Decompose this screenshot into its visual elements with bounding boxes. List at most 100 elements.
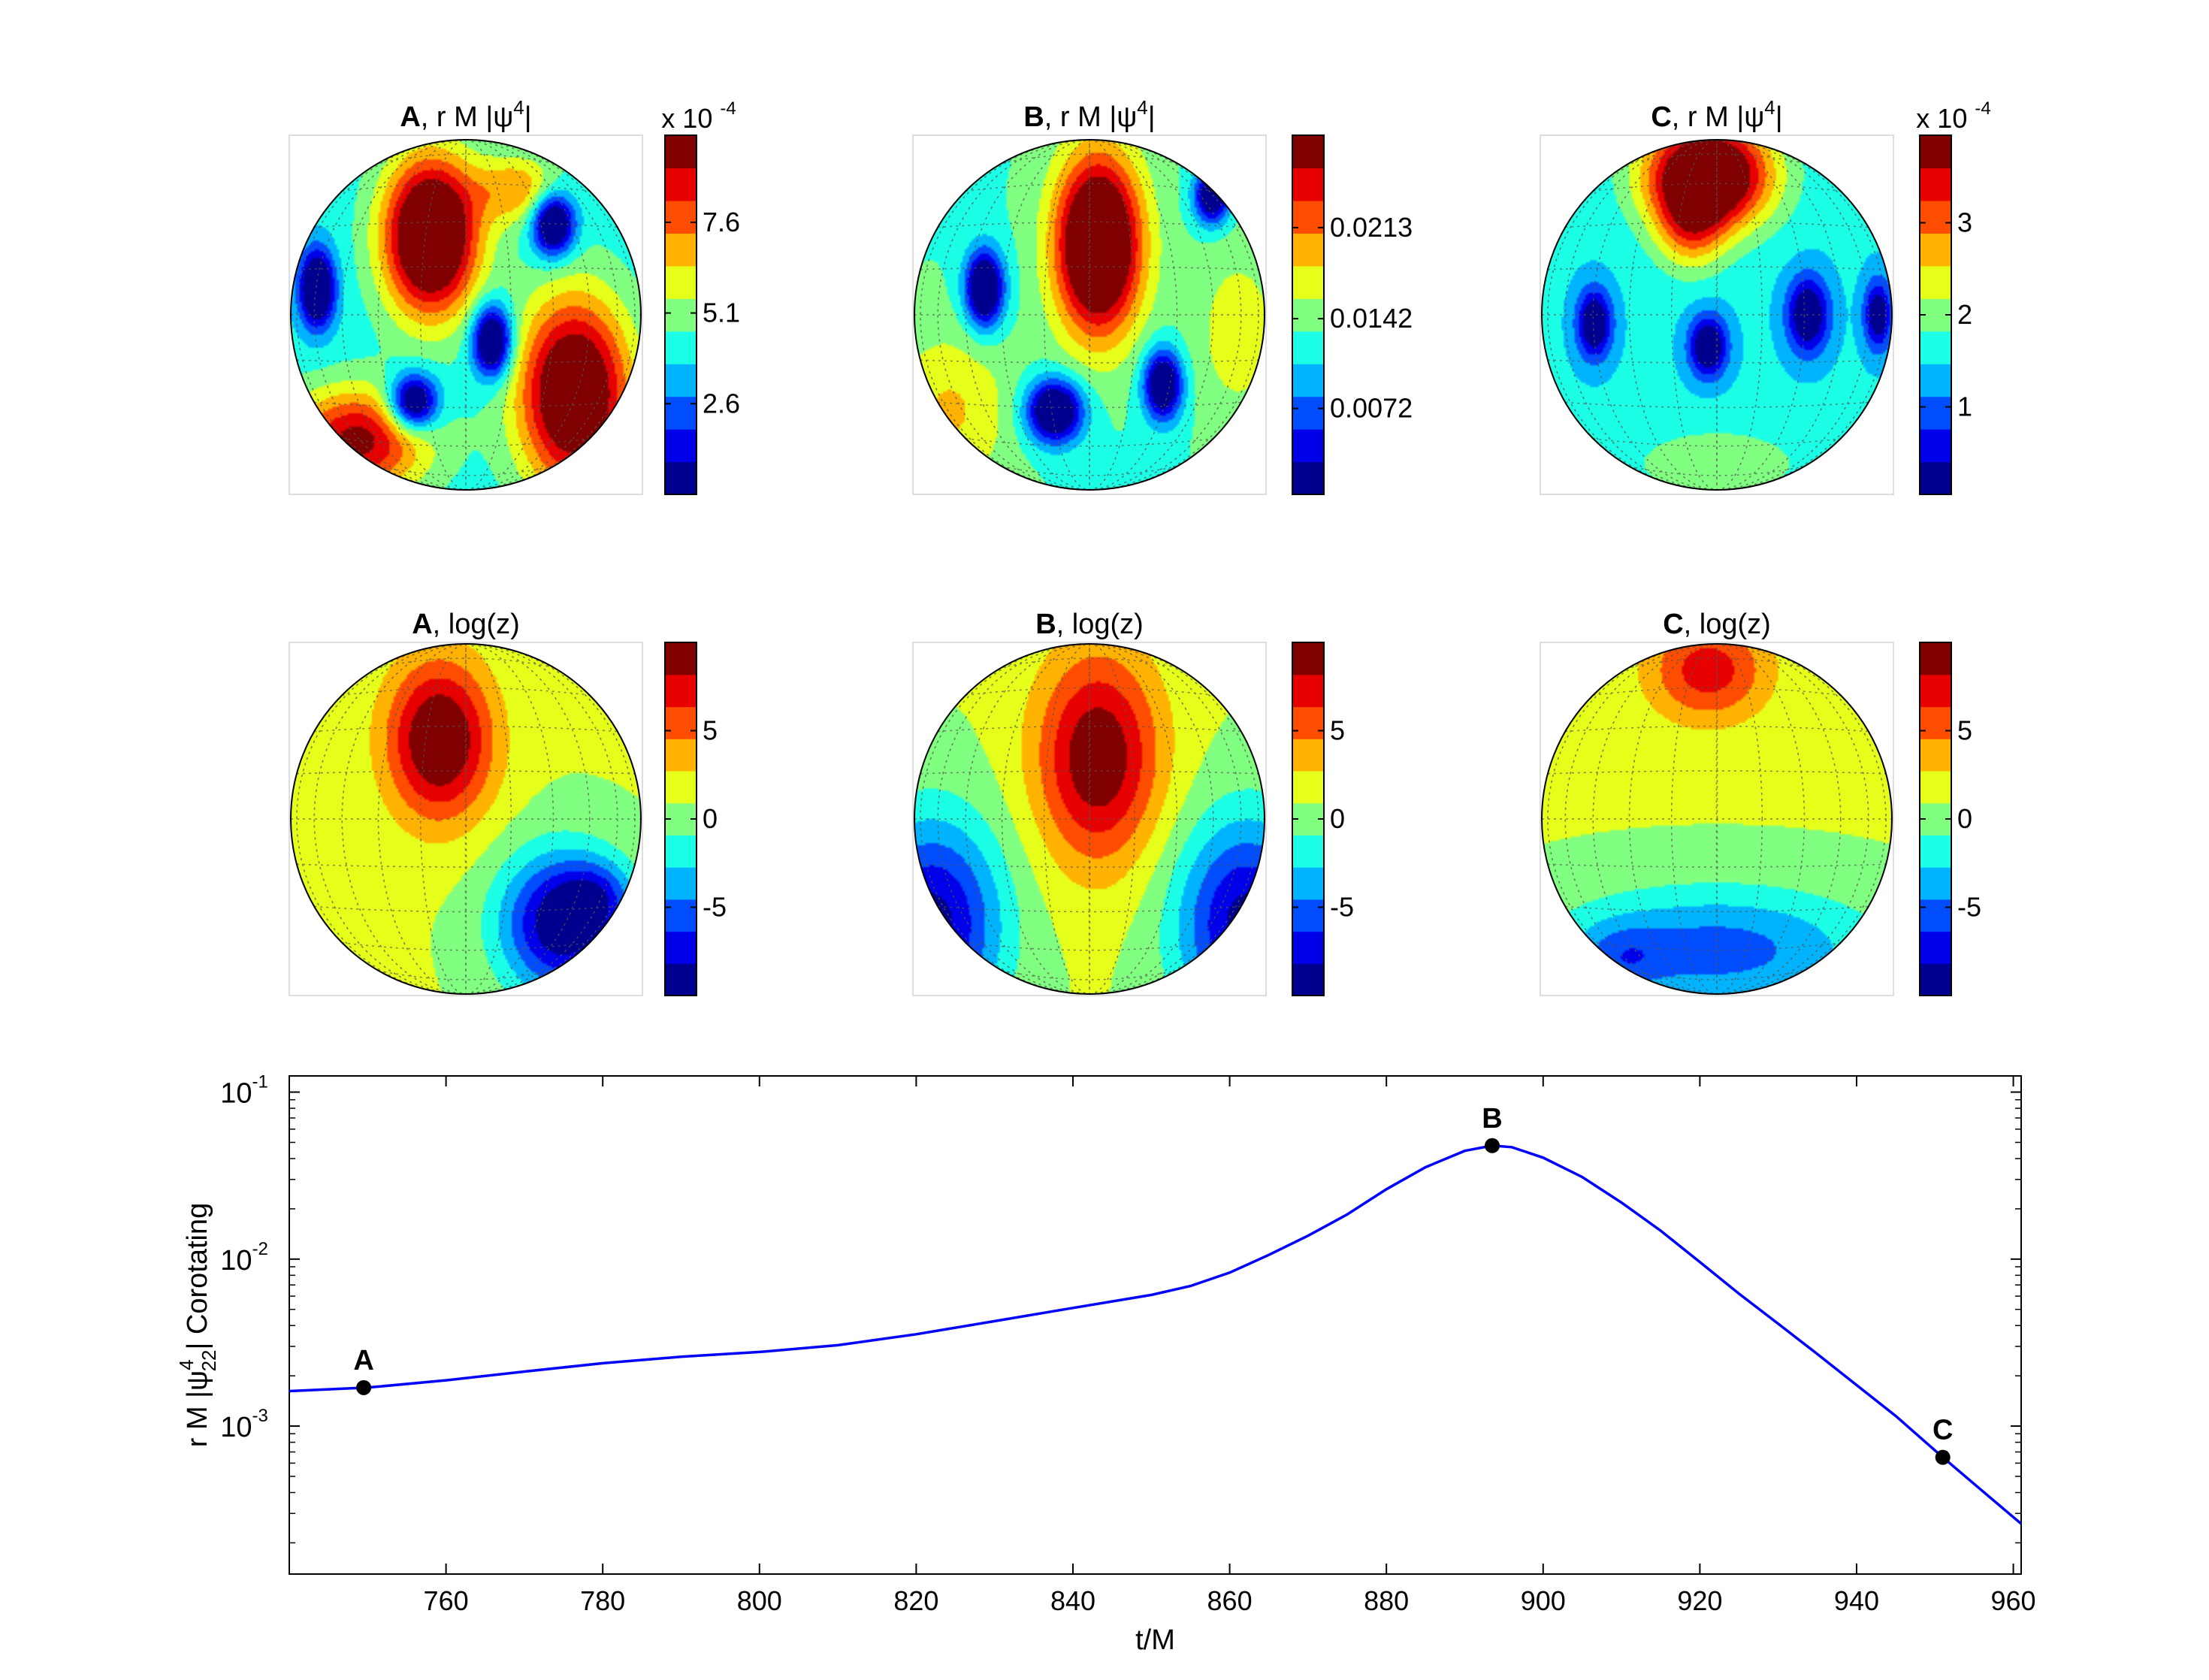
sphere-outline (290, 139, 642, 491)
colorbar-level (665, 331, 697, 364)
x-tick-label: 900 (1521, 1585, 1566, 1616)
marker-C (1935, 1449, 1951, 1465)
graticule (291, 644, 641, 994)
panel-box (1540, 134, 1894, 495)
marker-label: C (1932, 1415, 1953, 1446)
panel-title: C, log(z) (1663, 609, 1771, 640)
marker-label: B (1482, 1103, 1502, 1135)
colorbar-level (1292, 963, 1324, 996)
colorbar-level (1292, 396, 1324, 430)
marker-B (1484, 1138, 1500, 1153)
colorbar-tick-label: -5 (703, 892, 727, 923)
colorbar-frame (1292, 134, 1325, 495)
colorbar-tick-label: -5 (1330, 892, 1354, 923)
panel-box (289, 134, 643, 495)
sphere-panel-B-logz: B, log(z) -5 0 5 (912, 609, 1354, 996)
colorbar-level (1920, 233, 1951, 267)
colorbar-tick-label: 5 (703, 715, 718, 746)
colorbar-level (665, 233, 697, 267)
x-tick-label: 940 (1834, 1585, 1879, 1616)
colorbar-level (665, 135, 697, 169)
colorbar-level (1292, 674, 1324, 708)
colorbar-level (665, 899, 697, 932)
sphere-panel-A-psi4: A, r M |ψ4| 2.6 5.1 7.6 x 10 -4 (289, 96, 740, 495)
x-tick-label: 760 (424, 1585, 469, 1616)
colorbar-level (1920, 963, 1951, 996)
colorbar-level (1292, 867, 1324, 900)
colorbar-level (1292, 931, 1324, 964)
panel-box (912, 134, 1267, 495)
colorbar-level (1292, 168, 1324, 201)
x-tick-label: 920 (1677, 1585, 1722, 1616)
colorbar-level (665, 364, 697, 397)
colorbar-tick-label: 1 (1957, 391, 1972, 422)
x-tick-label: 860 (1207, 1585, 1253, 1616)
sphere-panel-C-logz: C, log(z) -5 0 5 (1540, 609, 1981, 996)
colorbar-level (1920, 331, 1951, 364)
colorbar-multiplier: x 10 -4 (661, 98, 736, 134)
colorbar-level (1920, 642, 1951, 675)
colorbar-tick-label: 0 (1957, 803, 1972, 834)
x-tick-label: 960 (1991, 1585, 2036, 1616)
sphere-outline (1541, 643, 1893, 995)
x-tick-label: 820 (893, 1585, 938, 1616)
colorbar-tick-label: 5.1 (703, 298, 740, 328)
line-chart: 760 780 800 820 840 860 880 900 920 940 960 10-3 10-… (175, 1072, 2036, 1656)
colorbar-level (1920, 429, 1951, 463)
series-line (289, 1144, 2021, 1525)
colorbar-level (665, 867, 697, 900)
graticule (291, 140, 641, 490)
colorbar-level (1292, 461, 1324, 495)
panel-box (1540, 642, 1894, 996)
x-tick-label: 800 (737, 1585, 782, 1616)
colorbar-level (1920, 364, 1951, 397)
y-tick-label: 10-2 (220, 1239, 268, 1277)
colorbar-level (1920, 835, 1951, 868)
x-tick-label: 780 (580, 1585, 625, 1616)
colorbar: -5 0 5 (1292, 642, 1354, 996)
colorbar-tick-label: 0.0213 (1330, 212, 1413, 243)
y-axis-label: r M |ψ422| Corotating (175, 1203, 220, 1448)
colorbar-level (665, 429, 697, 463)
panel-title: C, r M |ψ4| (1651, 96, 1782, 133)
colorbar-tick-label: 5 (1957, 715, 1972, 746)
colorbar-level (1292, 835, 1324, 868)
colorbar-level (665, 168, 697, 201)
colorbar-level (665, 706, 697, 739)
colorbar-tick-label: 0.0072 (1330, 393, 1413, 424)
x-tick-label: 840 (1050, 1585, 1095, 1616)
sphere-panel-C-psi4: C, r M |ψ4| 1 2 3 x 10 -4 (1540, 96, 1991, 495)
colorbar-level (1920, 200, 1951, 234)
graticule (914, 140, 1265, 490)
colorbar-level (1292, 429, 1324, 463)
colorbar-level (1920, 867, 1951, 900)
colorbar: -5 0 5 (1919, 642, 1981, 996)
colorbar-level (1920, 135, 1951, 169)
colorbar-level (1292, 135, 1324, 169)
y-tick-label: 10-1 (220, 1072, 268, 1110)
colorbar: 1 2 3 x 10 -4 (1916, 98, 1991, 495)
colorbar-level (665, 200, 697, 234)
colorbar-level (665, 739, 697, 772)
colorbar-frame (664, 134, 697, 495)
colorbar-level (1292, 899, 1324, 932)
panel-title: A, r M |ψ4| (400, 96, 531, 133)
colorbar-tick-label: 2.6 (703, 388, 740, 418)
colorbar-level (1920, 461, 1951, 495)
colorbar-tick-label: 3 (1957, 207, 1972, 237)
graticule (1542, 140, 1892, 490)
colorbar-level (1920, 739, 1951, 772)
colorbar-level (1292, 706, 1324, 739)
colorbar-level (1292, 265, 1324, 299)
colorbar-level (1292, 233, 1324, 267)
colorbar-level (665, 835, 697, 868)
sphere-outline (914, 643, 1265, 995)
panel-box (289, 642, 643, 996)
panel-title: B, log(z) (1035, 609, 1144, 640)
colorbar-level (1920, 674, 1951, 708)
sphere-outline (290, 643, 642, 995)
panel-title: A, log(z) (412, 609, 520, 640)
panel-box (912, 642, 1267, 996)
colorbar-tick-label: -5 (1957, 892, 1981, 923)
